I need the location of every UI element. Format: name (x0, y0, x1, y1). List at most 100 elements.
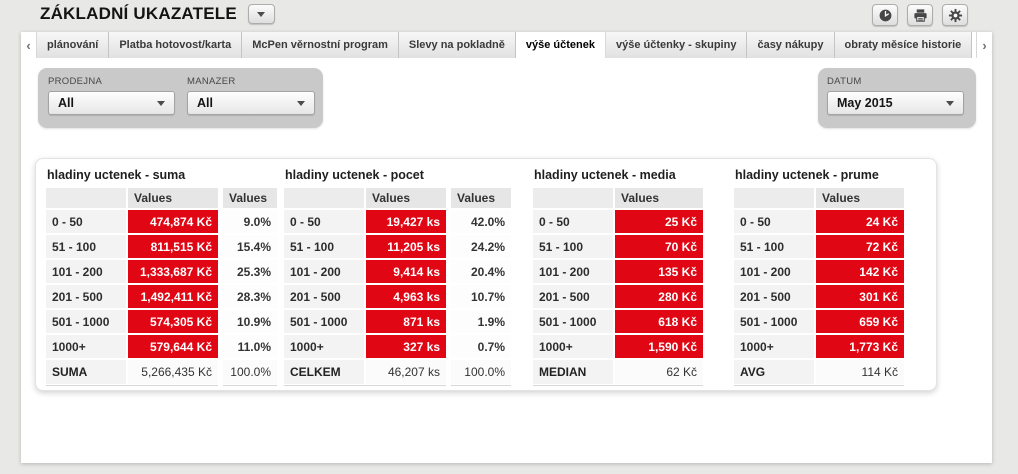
table-title: hladiny uctenek - prume (735, 168, 879, 182)
bucket-value: 574,305 Kč (128, 310, 218, 333)
prodejna-dropdown[interactable]: All (48, 91, 175, 115)
bucket-value: 301 Kč (816, 285, 904, 308)
bucket-pct: 24.2% (451, 235, 511, 258)
bucket-pct: 15.4% (223, 235, 277, 258)
tab-mcpen-vernostni-program[interactable]: McPen věrnostní program (242, 32, 399, 58)
bucket-pct: 9.0% (223, 210, 277, 233)
bucket-label: 1000+ (284, 335, 364, 358)
bucket-label: 101 - 200 (734, 260, 814, 283)
chevron-down-icon (157, 100, 165, 106)
total-value: 62 Kč (615, 360, 703, 384)
bucket-value: 1,492,411 Kč (128, 285, 218, 308)
title-menu-button[interactable] (247, 4, 275, 24)
table-title: hladiny uctenek - suma (47, 168, 186, 182)
bucket-value: 11,205 ks (366, 235, 446, 258)
bucket-value: 24 Kč (816, 210, 904, 233)
total-label: MEDIAN (533, 360, 613, 384)
bucket-value: 1,590 Kč (615, 335, 703, 358)
tab-scroll-right[interactable]: › (976, 32, 992, 58)
bucket-label: 501 - 1000 (734, 310, 814, 333)
bucket-pct: 28.3% (223, 285, 277, 308)
table-suma-pct: Values 9.0% 15.4% 25.3% 28.3% 10.9% 11.0… (223, 188, 277, 386)
table-title: hladiny uctenek - pocet (285, 168, 424, 182)
bucket-value: 579,644 Kč (128, 335, 218, 358)
values-header: Values (223, 188, 277, 208)
total-label: CELKEM (284, 360, 364, 384)
chevron-right-icon: › (982, 37, 987, 53)
chevron-down-icon (257, 11, 266, 17)
gear-icon (948, 8, 962, 22)
bucket-value: 19,427 ks (366, 210, 446, 233)
clock-icon (879, 9, 891, 21)
bucket-pct: 10.7% (451, 285, 511, 308)
values-header: Values (451, 188, 511, 208)
bucket-label: 0 - 50 (46, 210, 126, 233)
toolbar (872, 4, 968, 26)
table-suma-main: Values 0 - 50 474,874 Kč 51 - 100 811,515 … (46, 188, 218, 386)
filter-group-right: DATUM May 2015 (818, 68, 976, 128)
bucket-value: 1,773 Kč (816, 335, 904, 358)
page-title: ZÁKLADNÍ UKAZATELE (40, 4, 237, 23)
print-button[interactable] (907, 4, 933, 26)
table-median: hladiny uctenek - media Values 0 - 50 25 … (533, 166, 703, 386)
datum-filter: DATUM May 2015 (827, 76, 964, 115)
bucket-label: 51 - 100 (284, 235, 364, 258)
bucket-label: 101 - 200 (533, 260, 613, 283)
header-blank (734, 188, 814, 208)
bucket-label: 501 - 1000 (533, 310, 613, 333)
bucket-value: 618 Kč (615, 310, 703, 333)
bucket-value: 327 ks (366, 335, 446, 358)
header-blank (284, 188, 364, 208)
bucket-value: 871 ks (366, 310, 446, 333)
bucket-value: 72 Kč (816, 235, 904, 258)
table-pocet: hladiny uctenek - pocet Values 0 - 50 19,… (284, 166, 511, 386)
bucket-value: 135 Kč (615, 260, 703, 283)
bucket-label: 201 - 500 (46, 285, 126, 308)
filter-group-left: PRODEJNA All MANAZER All (38, 68, 323, 128)
bucket-pct: 20.4% (451, 260, 511, 283)
bucket-pct: 25.3% (223, 260, 277, 283)
header-blank (533, 188, 613, 208)
total-label: SUMA (46, 360, 126, 384)
tab-scroll-left[interactable]: ‹ (21, 32, 37, 58)
bucket-label: 51 - 100 (46, 235, 126, 258)
bucket-value: 1,333,687 Kč (128, 260, 218, 283)
values-header: Values (615, 188, 703, 208)
total-label: AVG (734, 360, 814, 384)
bucket-label: 51 - 100 (734, 235, 814, 258)
table-prumer: hladiny uctenek - prume Values 0 - 50 24 … (734, 166, 904, 386)
tab-obraty-mesice-historie[interactable]: obraty měsíce historie (834, 32, 973, 58)
total-pct: 100.0% (451, 360, 511, 384)
bucket-label: 51 - 100 (533, 235, 613, 258)
bucket-label: 0 - 50 (734, 210, 814, 233)
values-header: Values (366, 188, 446, 208)
tab-slevy-na-pokladne[interactable]: Slevy na pokladně (398, 32, 516, 58)
bucket-label: 201 - 500 (284, 285, 364, 308)
tab-vyse-uctenky-skupiny[interactable]: výše účtenky - skupiny (606, 32, 748, 58)
prodejna-value: All (58, 96, 74, 110)
bucket-label: 501 - 1000 (46, 310, 126, 333)
bucket-label: 101 - 200 (284, 260, 364, 283)
bucket-label: 201 - 500 (734, 285, 814, 308)
datum-dropdown[interactable]: May 2015 (827, 91, 964, 115)
settings-button[interactable] (942, 4, 968, 26)
tab-casy-nakupy[interactable]: časy nákupy (747, 32, 835, 58)
bucket-label: 1000+ (533, 335, 613, 358)
manazer-dropdown[interactable]: All (187, 91, 315, 115)
bucket-label: 0 - 50 (533, 210, 613, 233)
values-header: Values (816, 188, 904, 208)
manazer-filter: MANAZER All (187, 76, 315, 115)
table-median-main: Values 0 - 50 25 Kč 51 - 100 70 Kč 101 - 2… (533, 188, 703, 386)
tab-vyse-uctenek[interactable]: výše účtenek (515, 32, 606, 58)
clock-button[interactable] (872, 4, 898, 26)
bucket-label: 101 - 200 (46, 260, 126, 283)
tab-planovani[interactable]: plánování (37, 32, 110, 58)
bucket-value: 474,874 Kč (128, 210, 218, 233)
bucket-pct: 0.7% (451, 335, 511, 358)
bucket-label: 1000+ (734, 335, 814, 358)
bucket-pct: 42.0% (451, 210, 511, 233)
datum-value: May 2015 (837, 96, 893, 110)
tables-card: hladiny uctenek - suma Values 0 - 50 474,… (35, 158, 937, 391)
datum-label: DATUM (827, 76, 862, 87)
tab-platba-hotovost-karta[interactable]: Platba hotovost/karta (109, 32, 243, 58)
